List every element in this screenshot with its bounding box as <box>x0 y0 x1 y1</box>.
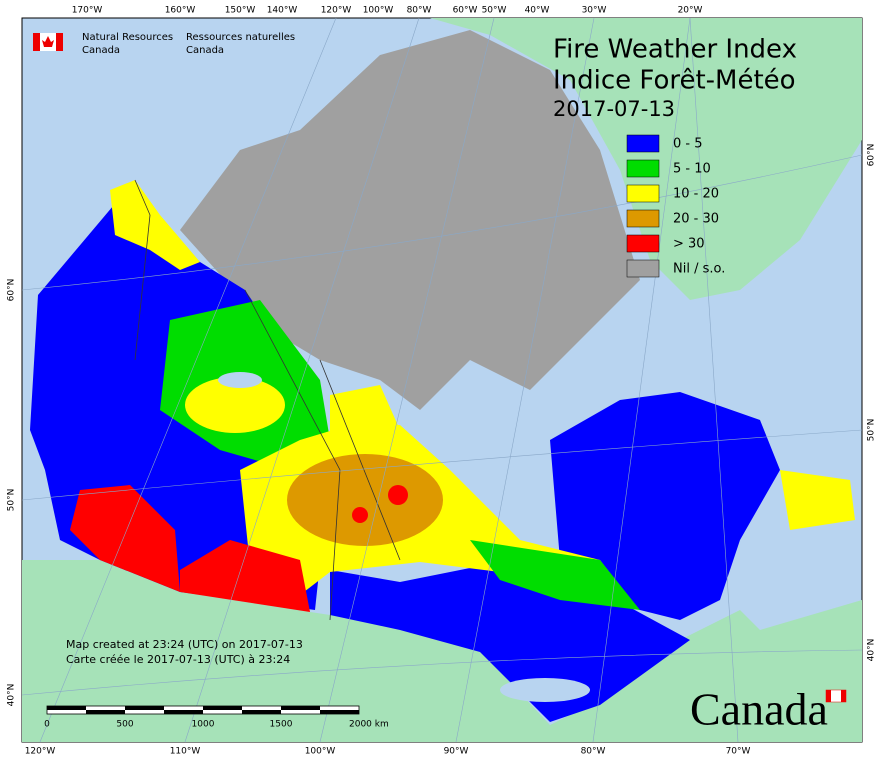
greenland <box>430 18 862 300</box>
scale-segment <box>203 706 242 710</box>
scale-label: 1500 <box>270 720 293 730</box>
meridian <box>319 17 495 743</box>
lat-label: 50°N <box>7 489 17 512</box>
legend-swatch <box>626 234 660 253</box>
scale-segment <box>242 710 281 714</box>
bc-red <box>70 485 180 592</box>
lat-label: 40°N <box>7 684 17 707</box>
hotspot <box>388 485 408 505</box>
meridian <box>592 17 691 743</box>
legend-label: 0 - 5 <box>673 137 703 152</box>
scale-segment <box>281 706 320 710</box>
wordmark: Canada <box>690 684 828 735</box>
scale-label: 1000 <box>192 720 215 730</box>
legend-swatch <box>626 259 660 278</box>
title: Fire Weather Index <box>553 35 797 65</box>
lon-label: 140°W <box>267 6 298 16</box>
lat-label: 60°N <box>867 144 877 167</box>
scale-label: 2000 km <box>349 720 389 730</box>
lon-label: 50°W <box>482 6 507 16</box>
meridian <box>455 17 595 743</box>
nfld-yellow <box>780 470 855 530</box>
flag-band <box>56 33 63 51</box>
scale-segment <box>320 710 359 714</box>
meridian <box>39 17 337 743</box>
legend-swatch <box>626 184 660 203</box>
legend: 0 - 5 5 - 10 10 - 20 20 - 30 > 30 Nil / s.o. <box>626 134 725 278</box>
lon-label: 90°W <box>444 747 469 757</box>
lon-label: 60°W <box>453 6 478 16</box>
alberta-red <box>180 540 310 612</box>
lon-label: 100°W <box>363 6 394 16</box>
lon-label: 110°W <box>170 747 201 757</box>
prairies-green <box>470 540 640 610</box>
note: Carte créée le 2017-07-13 (UTC) à 23:24 <box>66 653 290 666</box>
basemap <box>22 18 862 742</box>
lon-label: 30°W <box>582 6 607 16</box>
legend-label: 5 - 10 <box>673 162 711 177</box>
parallel <box>21 429 863 501</box>
lon-label: 150°W <box>225 6 256 16</box>
scale-segment <box>86 710 125 714</box>
great-lakes <box>500 678 590 702</box>
flag-band <box>33 33 40 51</box>
parallel <box>21 649 863 696</box>
lon-label: 70°W <box>726 747 751 757</box>
lon-label: 160°W <box>165 6 196 16</box>
agency-fr: Ressources naturelles <box>186 32 295 43</box>
scale-label: 0 <box>44 720 50 730</box>
agency-fr: Canada <box>186 45 224 56</box>
graticule: 170°W 160°W 150°W 140°W 120°W 100°W 80°W 60°W 50… <box>7 6 877 757</box>
lat-label: 40°N <box>867 639 877 662</box>
lon-label: 170°W <box>72 6 103 16</box>
lon-label: 120°W <box>321 6 352 16</box>
lon-label: 20°W <box>678 6 703 16</box>
legend-label: Nil / s.o. <box>673 262 725 277</box>
lon-label: 100°W <box>305 747 336 757</box>
legend-label: > 30 <box>673 237 705 252</box>
hotspot <box>352 507 368 523</box>
legend-swatch <box>626 159 660 178</box>
flag-leaf <box>42 36 54 47</box>
wordmark-flag-band <box>826 690 831 702</box>
title: Indice Forêt-Météo <box>553 66 796 96</box>
lon-label: 80°W <box>581 747 606 757</box>
lat-label: 60°N <box>7 279 17 302</box>
meridian <box>689 17 739 743</box>
legend-label: 20 - 30 <box>673 212 719 227</box>
prairies-orange <box>287 454 443 546</box>
legend-label: 10 - 20 <box>673 187 719 202</box>
yukon-yellow <box>110 180 200 270</box>
parallel <box>21 154 863 291</box>
great-slave-lake <box>218 372 262 388</box>
meridian <box>184 17 420 743</box>
date: 2017-07-13 <box>553 97 675 121</box>
usa <box>22 560 862 742</box>
lat-label: 50°N <box>867 419 877 442</box>
lon-label: 80°W <box>407 6 432 16</box>
arctic-nil <box>180 30 640 410</box>
lon-label: 40°W <box>525 6 550 16</box>
wordmark-flag-band <box>841 690 846 702</box>
nwt-yellow <box>185 377 285 433</box>
legend-swatch <box>626 209 660 228</box>
boundaries <box>134 179 401 621</box>
scale-bar: 0 500 1000 1500 2000 km <box>44 705 389 730</box>
scale-segment <box>125 706 164 710</box>
scale-segment <box>47 706 86 710</box>
agency-en: Natural Resources <box>82 32 173 43</box>
legend-swatch <box>626 134 660 153</box>
scale-label: 500 <box>116 720 133 730</box>
note: Map created at 23:24 (UTC) on 2017-07-13 <box>66 638 303 651</box>
agency-en: Canada <box>82 45 120 56</box>
lon-label: 120°W <box>25 747 56 757</box>
scale-segment <box>164 710 203 714</box>
